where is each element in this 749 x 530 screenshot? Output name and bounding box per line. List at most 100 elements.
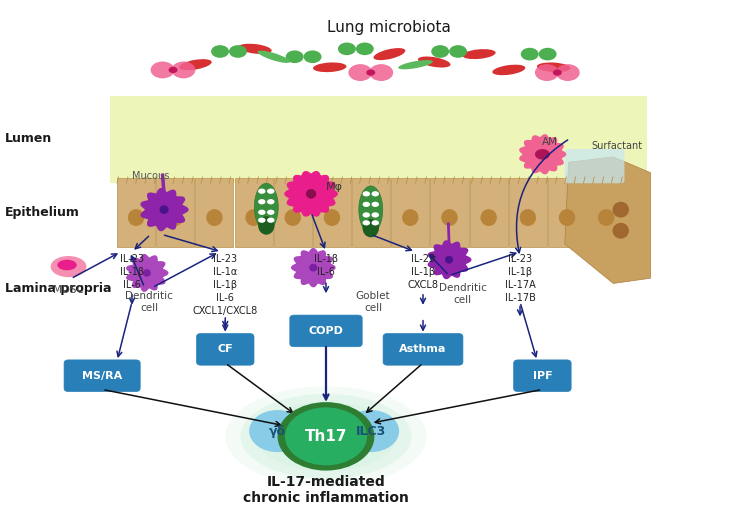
FancyBboxPatch shape <box>290 315 363 347</box>
Text: Lamina propria: Lamina propria <box>5 282 112 295</box>
Ellipse shape <box>179 59 212 70</box>
Ellipse shape <box>441 209 458 226</box>
Text: IL-17-mediated
chronic inflammation: IL-17-mediated chronic inflammation <box>243 475 409 505</box>
FancyBboxPatch shape <box>587 178 625 246</box>
Circle shape <box>258 217 266 223</box>
Circle shape <box>535 149 550 160</box>
Ellipse shape <box>363 219 379 237</box>
Ellipse shape <box>225 386 427 487</box>
Circle shape <box>285 50 303 63</box>
Ellipse shape <box>58 260 76 270</box>
Ellipse shape <box>258 50 290 63</box>
Circle shape <box>372 202 379 207</box>
Ellipse shape <box>238 44 272 54</box>
Circle shape <box>172 61 195 78</box>
Text: Th17: Th17 <box>305 429 348 444</box>
Ellipse shape <box>167 209 184 226</box>
FancyBboxPatch shape <box>565 149 625 183</box>
Text: Mφ: Mφ <box>326 182 343 192</box>
Circle shape <box>267 210 274 215</box>
Circle shape <box>258 210 266 215</box>
Circle shape <box>431 45 449 58</box>
Circle shape <box>258 199 266 205</box>
Ellipse shape <box>309 264 318 271</box>
Circle shape <box>372 191 379 197</box>
Circle shape <box>363 191 370 197</box>
Ellipse shape <box>359 186 383 233</box>
Ellipse shape <box>613 223 629 238</box>
Text: IL-23
IL-1β
IL-6: IL-23 IL-1β IL-6 <box>120 254 144 290</box>
Circle shape <box>258 189 266 194</box>
Ellipse shape <box>520 209 536 226</box>
Text: MS/RA: MS/RA <box>82 370 122 381</box>
Circle shape <box>539 48 557 60</box>
Text: IL-23
IL-1α
IL-1β
IL-6
CXCL1/CXCL8: IL-23 IL-1α IL-1β IL-6 CXCL1/CXCL8 <box>192 254 258 316</box>
Ellipse shape <box>206 209 222 226</box>
FancyBboxPatch shape <box>431 178 469 246</box>
Ellipse shape <box>240 394 412 479</box>
Text: Mucous: Mucous <box>132 171 169 181</box>
Ellipse shape <box>402 209 419 226</box>
Circle shape <box>267 199 274 205</box>
Circle shape <box>363 220 370 225</box>
Circle shape <box>169 67 178 73</box>
Ellipse shape <box>445 256 453 263</box>
Circle shape <box>521 48 539 60</box>
Text: ILC3: ILC3 <box>356 425 386 438</box>
Ellipse shape <box>255 183 278 231</box>
Circle shape <box>348 64 372 81</box>
Circle shape <box>267 217 274 223</box>
Ellipse shape <box>374 48 405 60</box>
Circle shape <box>449 45 467 58</box>
Ellipse shape <box>278 402 374 471</box>
Ellipse shape <box>143 269 151 277</box>
Ellipse shape <box>342 410 399 452</box>
FancyBboxPatch shape <box>548 178 586 246</box>
Circle shape <box>372 220 379 225</box>
FancyBboxPatch shape <box>383 333 463 365</box>
FancyBboxPatch shape <box>313 178 351 246</box>
Circle shape <box>369 64 393 81</box>
FancyBboxPatch shape <box>64 360 140 392</box>
Ellipse shape <box>128 209 145 226</box>
Ellipse shape <box>559 209 575 226</box>
Circle shape <box>363 213 370 217</box>
FancyBboxPatch shape <box>514 360 571 392</box>
Text: Dendritic
cell: Dendritic cell <box>125 292 173 313</box>
Text: AM: AM <box>542 137 558 147</box>
FancyBboxPatch shape <box>234 178 273 246</box>
FancyBboxPatch shape <box>157 178 194 246</box>
Ellipse shape <box>255 401 396 471</box>
Ellipse shape <box>537 63 570 72</box>
Polygon shape <box>127 254 168 291</box>
Text: Epithelium: Epithelium <box>5 206 80 219</box>
FancyBboxPatch shape <box>391 178 429 246</box>
Ellipse shape <box>538 150 547 158</box>
Text: IPF: IPF <box>533 370 552 381</box>
FancyBboxPatch shape <box>352 178 390 246</box>
Circle shape <box>366 69 375 76</box>
Polygon shape <box>291 249 335 287</box>
FancyBboxPatch shape <box>195 178 234 246</box>
Circle shape <box>553 69 562 76</box>
Circle shape <box>338 42 356 55</box>
Ellipse shape <box>598 209 614 226</box>
FancyBboxPatch shape <box>117 178 155 246</box>
Circle shape <box>267 189 274 194</box>
Circle shape <box>556 64 580 81</box>
Text: Goblet
cell: Goblet cell <box>356 292 390 313</box>
Ellipse shape <box>160 205 169 214</box>
Polygon shape <box>565 157 651 284</box>
Text: Surfactant: Surfactant <box>591 141 642 151</box>
Ellipse shape <box>398 60 433 69</box>
Ellipse shape <box>306 189 316 199</box>
Ellipse shape <box>462 49 496 59</box>
FancyBboxPatch shape <box>274 178 312 246</box>
Text: Asthma: Asthma <box>399 344 446 355</box>
Circle shape <box>211 45 229 58</box>
FancyBboxPatch shape <box>109 96 647 183</box>
Text: Lung microbiota: Lung microbiota <box>327 20 452 36</box>
Ellipse shape <box>324 209 340 226</box>
Text: γδ: γδ <box>269 425 286 438</box>
Circle shape <box>303 50 321 63</box>
